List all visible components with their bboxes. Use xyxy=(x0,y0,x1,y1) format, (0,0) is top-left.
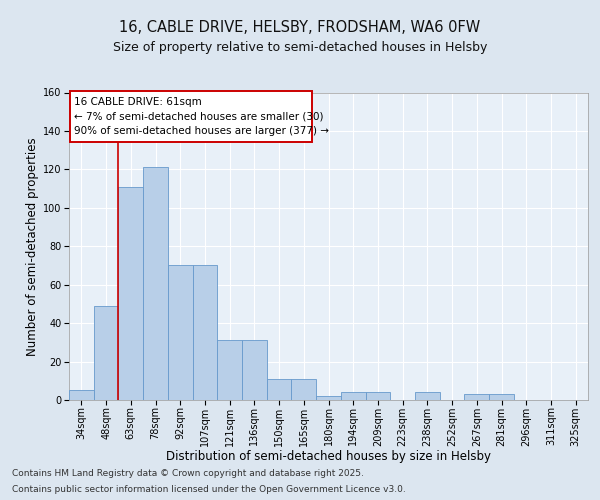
Bar xyxy=(143,168,168,400)
Bar xyxy=(316,396,341,400)
Bar xyxy=(415,392,440,400)
Bar xyxy=(464,394,489,400)
Bar xyxy=(168,266,193,400)
Bar xyxy=(193,266,217,400)
Bar xyxy=(341,392,365,400)
Bar xyxy=(489,394,514,400)
Bar xyxy=(292,379,316,400)
FancyBboxPatch shape xyxy=(70,90,313,142)
Bar xyxy=(94,306,118,400)
Y-axis label: Number of semi-detached properties: Number of semi-detached properties xyxy=(26,137,38,356)
Bar xyxy=(242,340,267,400)
Text: Contains HM Land Registry data © Crown copyright and database right 2025.: Contains HM Land Registry data © Crown c… xyxy=(12,470,364,478)
Text: Contains public sector information licensed under the Open Government Licence v3: Contains public sector information licen… xyxy=(12,484,406,494)
Text: Size of property relative to semi-detached houses in Helsby: Size of property relative to semi-detach… xyxy=(113,41,487,54)
Bar xyxy=(365,392,390,400)
Text: 16 CABLE DRIVE: 61sqm
← 7% of semi-detached houses are smaller (30)
90% of semi-: 16 CABLE DRIVE: 61sqm ← 7% of semi-detac… xyxy=(74,96,329,136)
Bar xyxy=(267,379,292,400)
Bar xyxy=(217,340,242,400)
Bar xyxy=(118,186,143,400)
Bar xyxy=(69,390,94,400)
Text: 16, CABLE DRIVE, HELSBY, FRODSHAM, WA6 0FW: 16, CABLE DRIVE, HELSBY, FRODSHAM, WA6 0… xyxy=(119,20,481,35)
X-axis label: Distribution of semi-detached houses by size in Helsby: Distribution of semi-detached houses by … xyxy=(166,450,491,463)
